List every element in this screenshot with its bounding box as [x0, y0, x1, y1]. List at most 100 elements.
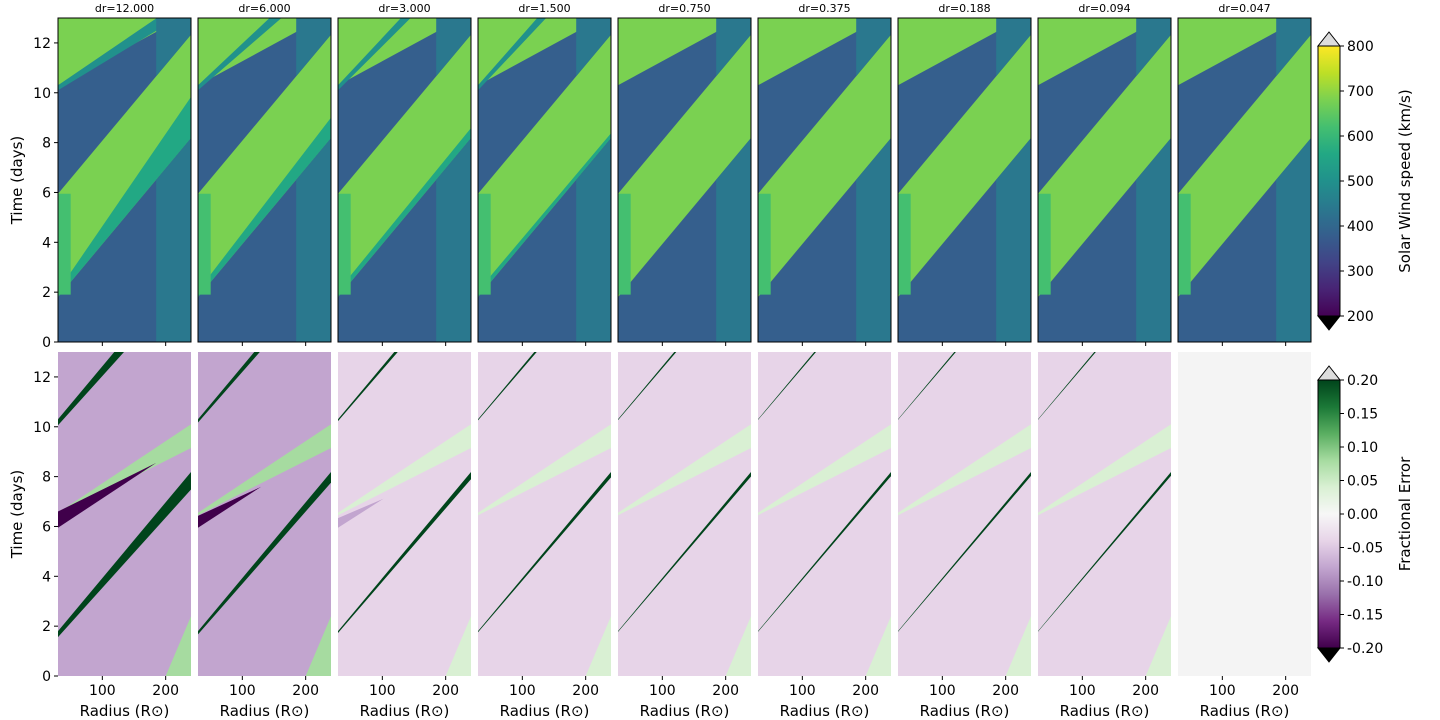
outer-slow-region	[436, 138, 471, 342]
panel-frame	[1177, 17, 1312, 343]
transition-edge	[198, 117, 331, 298]
panel-frame	[477, 17, 612, 343]
negative-error-band	[58, 462, 157, 528]
fast-wind-band-upper	[198, 18, 322, 86]
outer-slow-region	[996, 18, 1031, 77]
shock-error-band	[898, 352, 956, 420]
outer-slow-region	[296, 18, 331, 77]
x-axis-label: Radius (R⊙)	[360, 702, 450, 720]
x-tick-label: 200	[572, 683, 599, 699]
x-tick-label: 200	[992, 683, 1019, 699]
positive-error-wedge	[338, 424, 471, 516]
y-tick-label: 10	[33, 86, 51, 102]
outer-slow-region	[576, 18, 611, 77]
panel-frame	[197, 17, 332, 343]
negative-error-band	[338, 498, 384, 528]
panel-title: dr=0.750	[658, 2, 710, 15]
fast-wind-band-upper	[618, 18, 742, 86]
fast-wind-band-upper	[1178, 18, 1302, 86]
fast-wind-band	[338, 34, 471, 298]
colorbar-gradient	[1317, 45, 1341, 317]
colorbar-extend-top	[1316, 365, 1342, 381]
x-tick-label: 200	[152, 683, 179, 699]
transition-edge	[198, 18, 282, 91]
fast-wind-band	[618, 34, 751, 298]
colorbar-label: Solar Wind speed (km/s)	[1396, 89, 1414, 272]
outer-slow-region	[296, 138, 331, 342]
panel-title: dr=12.000	[95, 2, 154, 15]
shock-error-band	[758, 352, 817, 420]
error-panel-2	[198, 352, 331, 676]
fast-wind-band-upper	[338, 18, 462, 86]
error-panel-1	[58, 352, 191, 676]
colorbar-extend-top	[1316, 31, 1342, 47]
x-tick-label: 200	[1272, 683, 1299, 699]
panel-title: dr=0.188	[938, 2, 990, 15]
outer-slow-region	[856, 138, 891, 342]
x-tick-label: 100	[1069, 683, 1096, 699]
error-background	[618, 352, 751, 676]
y-tick-label: 2	[42, 619, 51, 635]
x-axis-label: Radius (R⊙)	[220, 702, 310, 720]
positive-error-wedge	[198, 424, 331, 516]
fast-wind-band	[898, 34, 1031, 298]
speed-panel-8	[1038, 18, 1171, 342]
outer-slow-region	[1276, 18, 1311, 77]
shock-error-band	[618, 472, 751, 632]
fast-wind-band	[1038, 34, 1171, 298]
x-axis-label: Radius (R⊙)	[920, 702, 1010, 720]
colorbar-2: 0.20 0.15 0.10 0.05 0.00 -0.05 -0.10 -0.15 -0.20…	[1316, 365, 1414, 663]
transition-edge	[338, 128, 471, 298]
panel-frame	[757, 17, 892, 343]
error-background	[338, 352, 471, 676]
shock-error-band	[1038, 352, 1096, 420]
colorbar-tick-label: 700	[1347, 84, 1374, 100]
error-background	[758, 352, 891, 676]
y-tick-label: 4	[42, 235, 51, 251]
shock-error-band	[618, 352, 677, 421]
x-axis-label: Radius (R⊙)	[80, 702, 170, 720]
colorbar-tick-label: -0.05	[1347, 541, 1383, 557]
colorbar-tick-label: 200	[1347, 309, 1374, 325]
x-tick-label: 200	[432, 683, 459, 699]
colorbar-tick-label: 500	[1347, 174, 1374, 190]
y-tick-label: 6	[42, 519, 51, 535]
x-tick-label: 200	[712, 683, 739, 699]
speed-panel-5	[618, 18, 751, 342]
x-tick-label: 100	[509, 683, 536, 699]
y-axis-label: Time (days)	[8, 470, 26, 560]
y-tick-label: 8	[42, 470, 51, 486]
colorbar-tick-label: 0.00	[1347, 507, 1378, 523]
shock-error-band	[478, 352, 537, 421]
error-panel-4	[478, 352, 611, 676]
positive-error-wedge	[898, 424, 1031, 516]
y-tick-label: 12	[33, 36, 51, 52]
speed-panel-7	[898, 18, 1031, 342]
speed-panel-4	[478, 18, 611, 342]
transition-edge	[58, 18, 178, 91]
outer-slow-region	[156, 18, 191, 77]
y-axis-label: Time (days)	[8, 136, 26, 226]
outer-slow-region	[856, 18, 891, 77]
colorbar-label: Fractional Error	[1396, 456, 1414, 571]
fast-wind-band	[1178, 34, 1311, 298]
positive-error-wedge	[1114, 616, 1171, 676]
x-tick-label: 100	[89, 683, 116, 699]
y-tick-label: 2	[42, 285, 51, 301]
shock-error-band	[198, 472, 331, 635]
shock-error-band	[338, 472, 471, 633]
panel-frame	[1037, 17, 1172, 343]
y-tick-label: 4	[42, 569, 51, 585]
colorbar-tick-label: -0.15	[1347, 608, 1383, 624]
x-axis-label: Radius (R⊙)	[1200, 702, 1290, 720]
panel-title: dr=6.000	[238, 2, 290, 15]
positive-error-wedge	[134, 616, 191, 676]
speed-panel-2	[198, 18, 331, 342]
transition-edge	[478, 18, 547, 91]
panel-frame	[57, 17, 192, 343]
panel-frame	[897, 17, 1032, 343]
colorbar-tick-label: 0.20	[1347, 373, 1378, 389]
error-panel-5	[618, 352, 751, 676]
positive-error-wedge	[554, 616, 611, 676]
positive-error-wedge	[974, 616, 1031, 676]
